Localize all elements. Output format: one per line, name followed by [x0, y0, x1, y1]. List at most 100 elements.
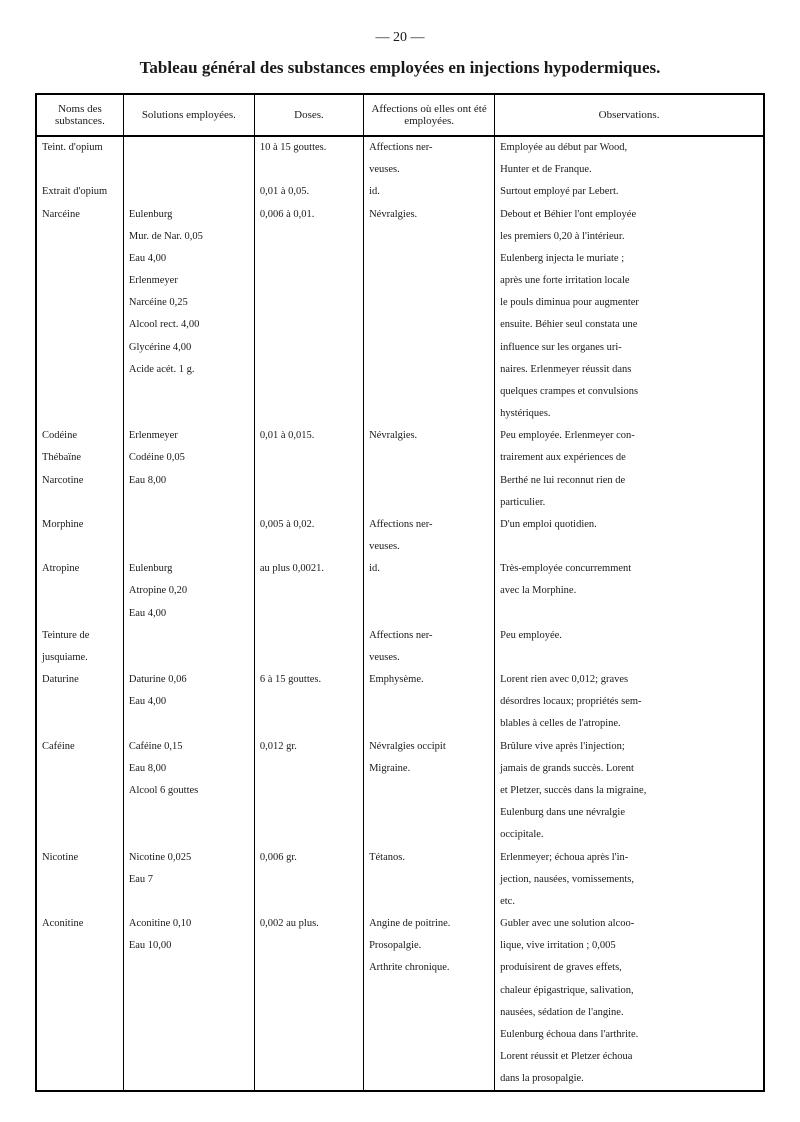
cell-observation: avec la Morphine. [495, 580, 764, 602]
cell-nom [36, 314, 123, 336]
table-row: veuses. [36, 536, 764, 558]
cell-solution: Eau 4,00 [123, 248, 254, 270]
cell-nom [36, 337, 123, 359]
cell-dose [254, 292, 363, 314]
table-row: Atropine 0,20avec la Morphine. [36, 580, 764, 602]
cell-dose: 0,01 à 0,015. [254, 425, 363, 447]
col-header-observations: Observations. [495, 94, 764, 136]
cell-dose [254, 381, 363, 403]
table-row: Glycérine 4,00influence sur les organes … [36, 337, 764, 359]
cell-affection: Arthrite chronique. [364, 957, 495, 979]
cell-observation: après une forte irritation locale [495, 270, 764, 292]
cell-dose [254, 226, 363, 248]
cell-solution [123, 802, 254, 824]
cell-affection [364, 337, 495, 359]
cell-affection: id. [364, 558, 495, 580]
cell-solution [123, 824, 254, 846]
cell-solution: Alcool rect. 4,00 [123, 314, 254, 336]
cell-dose [254, 1002, 363, 1024]
table-row: AconitineAconitine 0,100,002 au plus.Ang… [36, 913, 764, 935]
cell-dose [254, 824, 363, 846]
cell-nom: Thébaïne [36, 447, 123, 469]
cell-affection [364, 403, 495, 425]
cell-affection [364, 470, 495, 492]
cell-dose [254, 447, 363, 469]
cell-affection [364, 447, 495, 469]
cell-solution [123, 647, 254, 669]
cell-affection [364, 270, 495, 292]
cell-solution: Daturine 0,06 [123, 669, 254, 691]
table-row: Narcéine 0,25le pouls diminua pour augme… [36, 292, 764, 314]
cell-affection [364, 802, 495, 824]
cell-dose [254, 713, 363, 735]
cell-dose: 0,006 gr. [254, 847, 363, 869]
table-row: chaleur épigastrique, salivation, [36, 980, 764, 1002]
cell-observation: Peu employée. Erlenmeyer con- [495, 425, 764, 447]
cell-nom: Morphine [36, 514, 123, 536]
table-row: Acide acét. 1 g.naires. Erlenmeyer réuss… [36, 359, 764, 381]
cell-dose [254, 159, 363, 181]
cell-solution [123, 625, 254, 647]
cell-observation: Erlenmeyer; échoua après l'in- [495, 847, 764, 869]
table-row: Eulenburg échoua dans l'arthrite. [36, 1024, 764, 1046]
cell-dose: 10 à 15 gouttes. [254, 136, 363, 159]
cell-affection [364, 1002, 495, 1024]
cell-affection [364, 691, 495, 713]
cell-nom [36, 758, 123, 780]
cell-observation: ensuite. Béhier seul constata une [495, 314, 764, 336]
cell-nom: Caféine [36, 736, 123, 758]
cell-observation: Hunter et de Franque. [495, 159, 764, 181]
cell-dose [254, 492, 363, 514]
cell-affection [364, 292, 495, 314]
table-row: Morphine0,005 à 0,02.Affections ner-D'un… [36, 514, 764, 536]
cell-nom [36, 359, 123, 381]
cell-affection [364, 980, 495, 1002]
cell-observation: Lorent rien avec 0,012; graves [495, 669, 764, 691]
cell-observation: quelques crampes et convulsions [495, 381, 764, 403]
cell-dose [254, 1068, 363, 1091]
cell-solution [123, 957, 254, 979]
cell-dose [254, 869, 363, 891]
table-row: Eulenburg dans une névralgie [36, 802, 764, 824]
cell-nom: Aconitine [36, 913, 123, 935]
cell-affection: Affections ner- [364, 136, 495, 159]
cell-dose [254, 780, 363, 802]
cell-dose [254, 647, 363, 669]
cell-solution: Eau 8,00 [123, 758, 254, 780]
cell-solution: Eau 4,00 [123, 603, 254, 625]
table-row: hystériques. [36, 403, 764, 425]
cell-solution [123, 381, 254, 403]
cell-dose [254, 758, 363, 780]
cell-solution: Erlenmeyer [123, 270, 254, 292]
table-row: Alcool rect. 4,00 ensuite. Béhier seul co… [36, 314, 764, 336]
table-row: Arthrite chronique.produisirent de grave… [36, 957, 764, 979]
cell-affection: Affections ner- [364, 514, 495, 536]
cell-affection: veuses. [364, 647, 495, 669]
cell-affection [364, 1024, 495, 1046]
cell-nom [36, 536, 123, 558]
page-number: — 20 — [35, 30, 765, 46]
cell-solution [123, 891, 254, 913]
cell-solution: Codéine 0,05 [123, 447, 254, 469]
cell-observation: Eulenburg dans une névralgie [495, 802, 764, 824]
cell-dose [254, 470, 363, 492]
cell-solution [123, 492, 254, 514]
cell-solution [123, 713, 254, 735]
table-row: ThébaïneCodéine 0,05trairement aux expér… [36, 447, 764, 469]
cell-observation: Lorent réussit et Pletzer échoua [495, 1046, 764, 1068]
cell-observation: occipitale. [495, 824, 764, 846]
table-row: Eau 4,00désordres locaux; propriétés sem… [36, 691, 764, 713]
cell-nom [36, 403, 123, 425]
cell-nom: Narcotine [36, 470, 123, 492]
cell-solution [123, 159, 254, 181]
table-row: NicotineNicotine 0,0250,006 gr.Tétanos.E… [36, 847, 764, 869]
cell-affection [364, 780, 495, 802]
cell-dose [254, 337, 363, 359]
col-header-noms: Noms des substances. [36, 94, 123, 136]
cell-solution [123, 136, 254, 159]
cell-dose [254, 248, 363, 270]
cell-nom [36, 802, 123, 824]
table-row: Alcool 6 goutteset Pletzer, succès dans … [36, 780, 764, 802]
cell-nom [36, 980, 123, 1002]
cell-observation: naires. Erlenmeyer réussit dans [495, 359, 764, 381]
